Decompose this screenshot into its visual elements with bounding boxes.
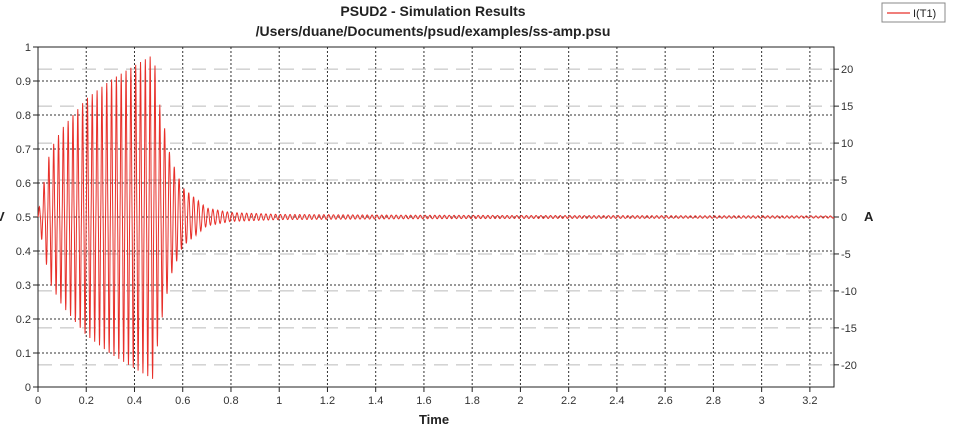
x-tick-label: 2.4 bbox=[609, 395, 624, 407]
y-axis-right-label: A bbox=[864, 209, 874, 224]
y-right-tick-label: -15 bbox=[841, 323, 857, 335]
x-tick-label: 3.2 bbox=[802, 395, 817, 407]
y-right-tick-label: 5 bbox=[841, 175, 847, 187]
y-axis-left-label: V bbox=[0, 209, 5, 224]
y-right-tick-label: 20 bbox=[841, 64, 853, 76]
x-tick-label: 0.6 bbox=[175, 395, 190, 407]
x-tick-label: 1.6 bbox=[416, 395, 431, 407]
y-right-tick-label: 0 bbox=[841, 212, 847, 224]
y-left-tick-label: 0.9 bbox=[16, 76, 31, 88]
y-left-tick-label: 0.5 bbox=[16, 212, 31, 224]
series-plot bbox=[37, 56, 835, 379]
x-tick-label: 1.8 bbox=[465, 395, 480, 407]
y-right-tick-label: -10 bbox=[841, 286, 857, 298]
series-line-it1 bbox=[37, 56, 835, 379]
y-left-tick-label: 0.2 bbox=[16, 314, 31, 326]
y-left-tick-label: 0.4 bbox=[16, 246, 31, 258]
x-tick-label: 1 bbox=[276, 395, 282, 407]
x-tick-label: 2.8 bbox=[706, 395, 721, 407]
x-tick-label: 2 bbox=[517, 395, 523, 407]
y-right-tick-label: -20 bbox=[841, 360, 857, 372]
x-tick-label: 3 bbox=[759, 395, 765, 407]
x-axis-label: Time bbox=[419, 412, 449, 427]
legend[interactable]: I(T1) bbox=[881, 2, 946, 23]
x-tick-label: 1.4 bbox=[368, 395, 383, 407]
x-tick-label: 1.2 bbox=[320, 395, 335, 407]
y-left-tick-label: 0.1 bbox=[16, 348, 31, 360]
y-axis-left: 0 0.1 0.2 0.3 0.4 0.5 0.6 0.7 0.8 0.9 1 bbox=[16, 42, 38, 394]
x-tick-label: 2.6 bbox=[658, 395, 673, 407]
legend-box bbox=[881, 2, 946, 23]
x-tick-label: 2.2 bbox=[561, 395, 576, 407]
y-left-tick-label: 0.6 bbox=[16, 178, 31, 190]
y-left-tick-label: 0.8 bbox=[16, 110, 31, 122]
x-axis: 0 0.2 0.4 0.6 0.8 1 1.2 1.4 1.6 1.8 2 2.2 2.4 2.6 2.8 3… bbox=[35, 387, 818, 407]
y-right-tick-label: 10 bbox=[841, 138, 853, 150]
y-axis-right: -20 -15 -10 -5 0 5 10 15 20 bbox=[834, 64, 857, 372]
y-left-tick-label: 0.7 bbox=[16, 144, 31, 156]
x-tick-label: 0 bbox=[35, 395, 41, 407]
chart-title: PSUD2 - Simulation Results bbox=[340, 3, 525, 19]
y-left-tick-label: 0.3 bbox=[16, 280, 31, 292]
legend-label: I(T1) bbox=[913, 8, 936, 20]
x-tick-label: 0.2 bbox=[79, 395, 94, 407]
x-tick-label: 0.8 bbox=[223, 395, 238, 407]
y-left-tick-label: 0 bbox=[25, 382, 31, 394]
chart-subtitle: /Users/duane/Documents/psud/examples/ss-… bbox=[256, 23, 611, 39]
y-left-tick-label: 1 bbox=[25, 42, 31, 54]
y-right-tick-label: 15 bbox=[841, 101, 853, 113]
x-tick-label: 0.4 bbox=[127, 395, 142, 407]
y-right-tick-label: -5 bbox=[841, 249, 851, 261]
